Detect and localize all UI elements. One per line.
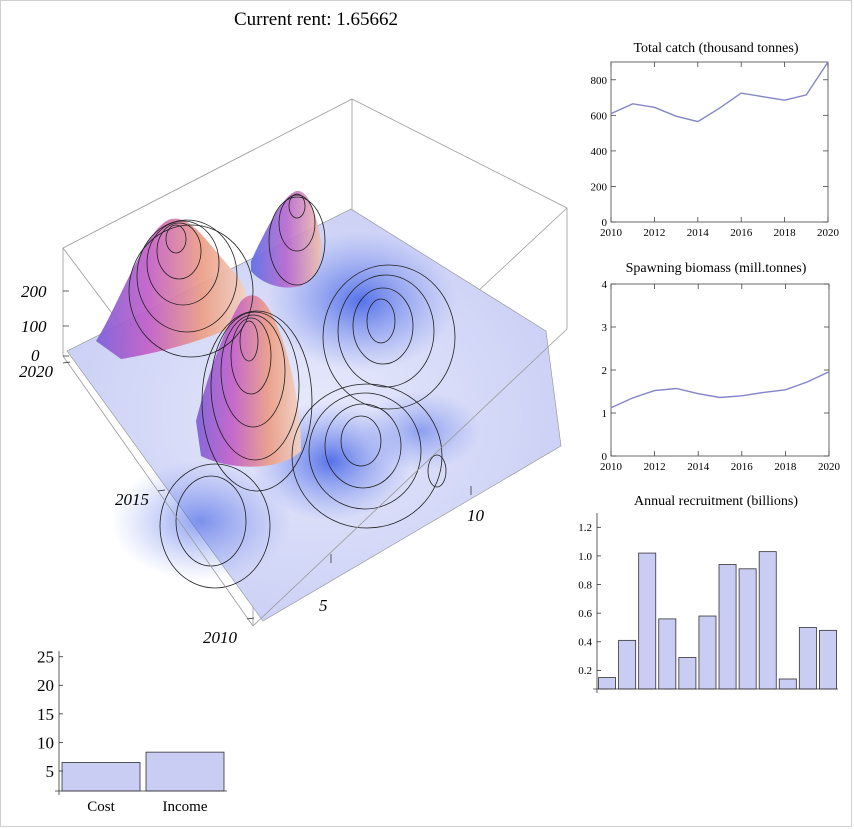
y-tick-label: 0 [602,217,608,229]
x-tick-label: 2012 [644,461,666,473]
bar [145,751,225,792]
year-tick-label: 2010 [203,628,238,647]
bar [738,568,757,690]
y-tick-label: 0.6 [578,608,592,620]
bar [798,627,817,690]
y-tick-label: 1 [602,408,608,420]
annual-recruitment-chart[interactable]: Annual recruitment (billions) 0.20.40.60… [561,489,841,694]
z-tick-label: 0 [31,346,40,365]
y-tick-label: 200 [591,181,608,193]
y-tick-label: 3 [602,322,608,334]
x-tick-label: 2016 [730,227,753,239]
bar [658,618,677,690]
bar [638,552,657,690]
y-tick-label: 15 [37,705,54,724]
plot-area: 0.2 0.4 0.6 0.8 1.0 1.2 [578,513,838,693]
y-tick-label: 600 [591,110,608,122]
frame [610,283,830,457]
y-tick-label: 5 [46,762,55,781]
year-tick-label: 2015 [115,490,149,509]
z-tick-label: 100 [21,317,47,336]
surface-peak-middle [196,295,301,467]
y-tick-label: 0.8 [578,579,592,591]
frame [610,61,829,223]
y-tick-label: 1.2 [578,522,592,534]
series-line [610,61,829,123]
year-axis-ticks [62,361,255,620]
chart-title: Spawning biomass (mill.tonnes) [626,261,807,276]
y-tick-label: 4 [602,279,608,291]
bar [718,564,737,690]
y-tick-label: 800 [591,75,608,87]
z-tick-label: 200 [21,282,47,301]
y-tick-label: 400 [591,146,608,158]
bar [819,629,837,690]
chart-title: Annual recruitment (billions) [634,494,798,509]
surface-peak-left [96,218,248,359]
bar [778,678,797,690]
bar [698,615,717,690]
x-tick-label: 2020 [817,227,840,239]
bar [618,639,637,690]
x-tick-label: 2018 [774,461,797,473]
age-tick-label: 5 [319,596,328,615]
spawning-biomass-chart[interactable]: Spawning biomass (mill.tonnes) 0 1 2 3 4 2010… [561,256,841,476]
y-tick-label: 0 [602,451,608,463]
x-tick-label: 2010 [600,227,623,239]
z-axis [63,290,69,357]
x-tick-label: 2018 [774,227,797,239]
category-label: Income [163,799,208,815]
bar [61,762,141,792]
age-axis-ticks [330,486,472,563]
x-tick-label: 2020 [818,461,841,473]
chart-title: Total catch (thousand tonnes) [633,41,798,56]
y-tick-label: 0.2 [578,665,592,677]
surface-3d-plot[interactable]: 200 100 0 2020 2015 2010 5 10 [1,61,576,651]
surface-peak-right [251,190,322,288]
series-line [610,371,830,409]
cost-income-chart[interactable]: 5 10 15 20 25 Cost Income [1,641,241,821]
y-tick-label: 0.4 [578,637,592,649]
total-catch-chart[interactable]: Total catch (thousand tonnes) 0 200 400 600… [581,36,841,251]
x-tick-label: 2014 [687,227,710,239]
current-rent-title: Current rent: 1.65662 [233,9,399,30]
y-tick-label: 1.0 [578,551,592,563]
y-tick-label: 25 [37,648,54,667]
bar [598,677,616,690]
bar [678,657,697,690]
contour-lines [128,193,456,589]
age-tick-label: 10 [467,506,485,525]
y-tick-label: 2 [602,365,608,377]
plot-area: 5 10 15 20 25 Cost Income [37,648,227,815]
year-tick-label: 2020 [19,362,54,381]
x-tick-label: 2010 [600,461,623,473]
x-tick-label: 2016 [731,461,754,473]
category-label: Cost [87,799,115,815]
y-tick-label: 10 [37,733,54,752]
bar [758,551,777,690]
plot-area: 0 1 2 3 4 2010 2012 2014 2016 2018 2020 [600,279,841,473]
y-tick-label: 20 [37,676,54,695]
x-tick-label: 2012 [643,227,665,239]
x-tick-label: 2014 [687,461,710,473]
plot-area: 0 200 400 600 800 2010 2012 2014 2016 2018 2020 [591,61,840,239]
